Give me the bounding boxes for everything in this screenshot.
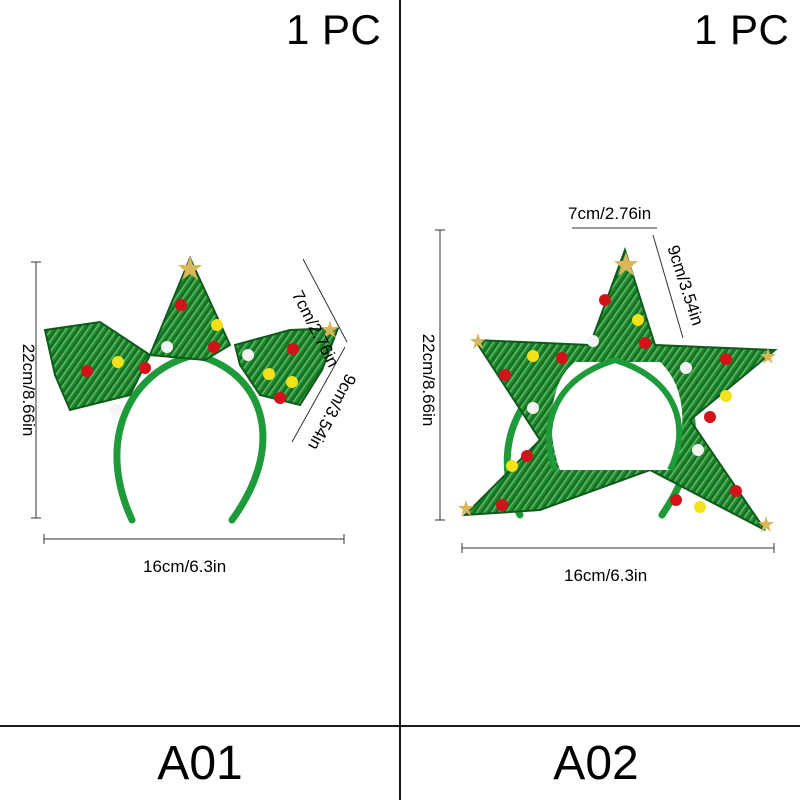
top-height-dimension-line-a02	[652, 234, 684, 339]
gold-star-right-a02	[760, 348, 776, 364]
gold-star-top-a01	[178, 256, 202, 280]
gold-star-left-a02	[470, 333, 486, 349]
tinsel-left-branch-a01	[43, 320, 152, 412]
pom-pom-decorations-a01	[81, 299, 299, 416]
width-dimension-line-a01	[43, 534, 345, 544]
top-width-label-a02: 7cm/2.76in	[568, 204, 652, 223]
panel-divider-horizontal	[0, 725, 800, 727]
star-center-opening-a02	[551, 362, 683, 470]
height-label-a02: 22cm/8.66in	[419, 333, 438, 427]
headband-a01-illustration	[31, 255, 348, 544]
gold-star-bottom-right-a02	[758, 516, 774, 532]
width-dimension-line-a02	[461, 543, 775, 553]
width-label-a02: 16cm/6.3in	[564, 566, 648, 585]
pom-pom-decorations-a02	[496, 294, 742, 513]
headband-band-a01	[113, 351, 267, 524]
quantity-label-a02: 1 PC	[694, 6, 790, 53]
height-dimension-line-a02	[435, 229, 445, 521]
quantity-label-a01: 1 PC	[286, 6, 382, 53]
top-height-dimension-line-a01	[291, 346, 346, 443]
headband-band-inner-a02	[545, 356, 683, 472]
gold-star-bottom-left-a02	[458, 500, 474, 516]
panel-divider-vertical	[399, 0, 401, 800]
product-code-a01: A01	[157, 737, 243, 790]
tinsel-right-branch-a01	[233, 326, 340, 407]
height-label-a01: 22cm/8.66in	[19, 343, 38, 437]
width-label-a01: 16cm/6.3in	[143, 557, 227, 576]
gold-star-right-a01	[321, 320, 339, 338]
product-code-a02: A02	[553, 737, 639, 790]
headband-a02-illustration	[435, 227, 778, 553]
gold-star-top-a02	[614, 252, 638, 276]
height-dimension-line-a01	[31, 261, 41, 519]
top-width-dimension-line-a01	[302, 258, 348, 343]
tinsel-center-tree-a01	[148, 255, 232, 362]
